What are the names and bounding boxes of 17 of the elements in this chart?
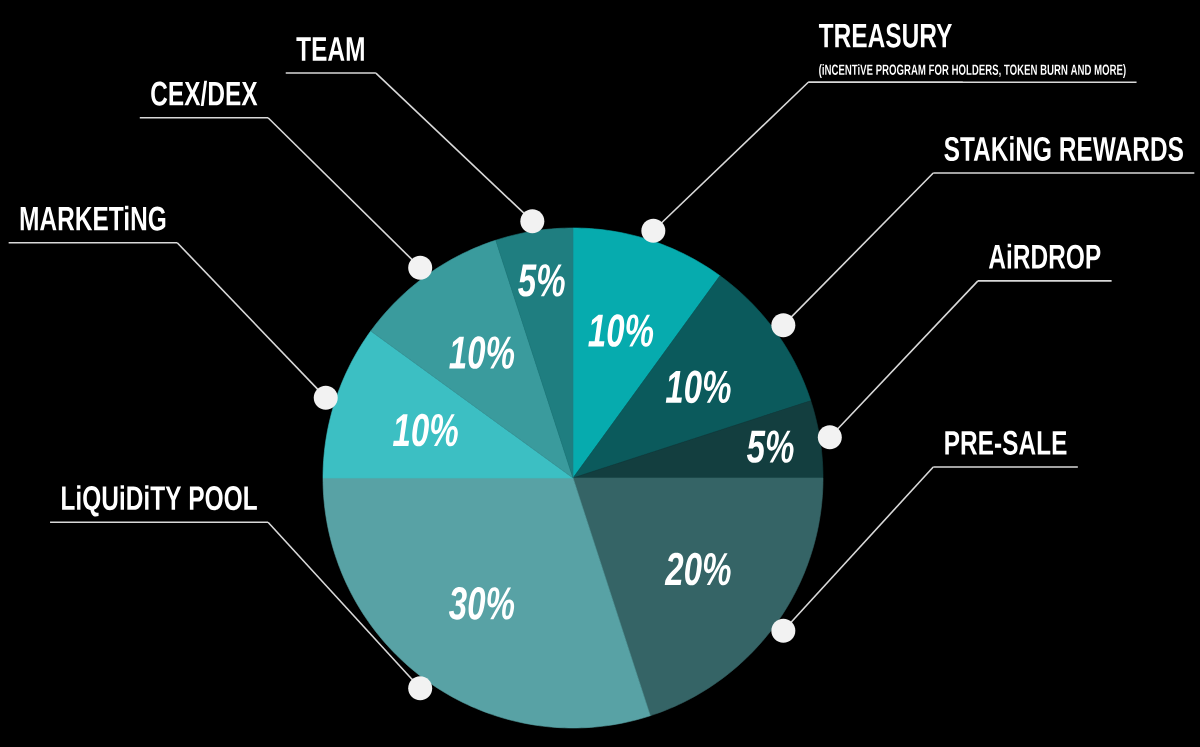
data-label: 5%: [518, 264, 565, 297]
text: (iNCENTiVE PROGRAM FOR HOLDERS, TOKEN BURN AND MORE): [819, 64, 1126, 78]
data-label: 30%: [449, 587, 515, 620]
slice-label: TREASURY: [818, 23, 952, 48]
slice-label: TEAM: [296, 37, 364, 61]
slice-label: MARKETiNG: [20, 205, 166, 231]
data-label: 5%: [746, 430, 794, 463]
slice-label: STAKiNG REWARDS: [944, 136, 1183, 161]
slice-label: AiRDROP: [988, 243, 1101, 269]
data-label: 10%: [588, 314, 654, 347]
data-label: 20%: [664, 552, 731, 586]
data-label: 10%: [449, 336, 515, 369]
slice-label: PRE-SALE: [945, 430, 1067, 455]
data-label: 10%: [392, 413, 458, 447]
slice-label: CEX/DEX: [151, 80, 258, 107]
data-label: 10%: [665, 370, 731, 404]
slice-label: LiQUiDiTY POOL: [62, 485, 257, 517]
